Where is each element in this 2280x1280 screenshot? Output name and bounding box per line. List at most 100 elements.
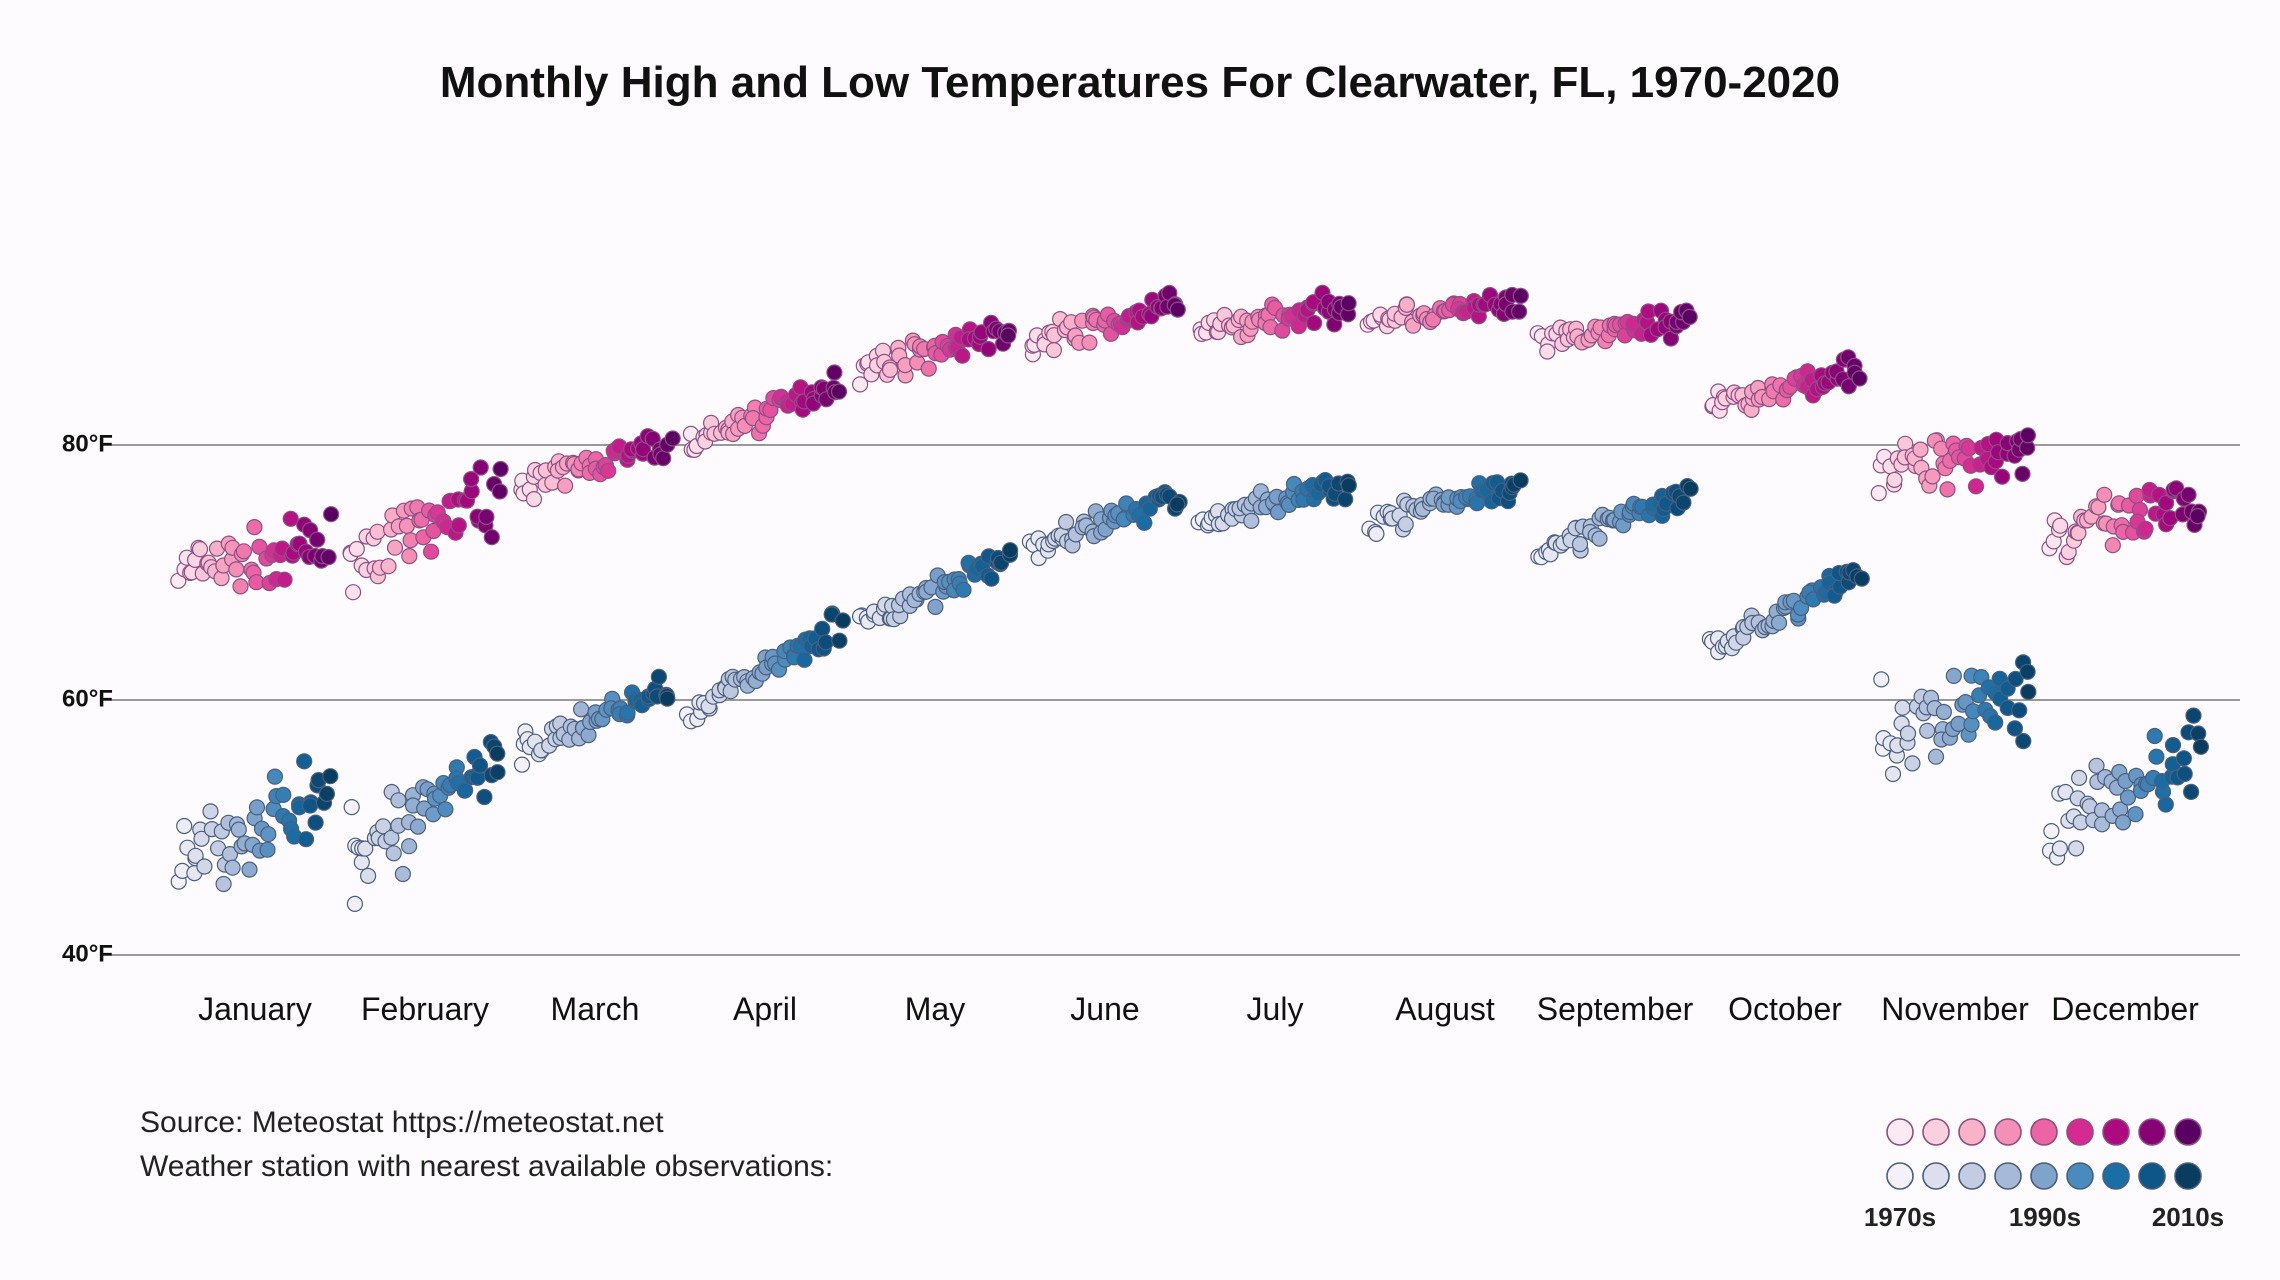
low-temp-point (1340, 477, 1357, 494)
high-temp-point (980, 341, 997, 358)
low-temp-point (187, 847, 204, 864)
x-tick-label: May (905, 991, 965, 1027)
high-temp-point (320, 548, 337, 566)
high-temp-point (2104, 537, 2121, 554)
low-temp-point (659, 690, 676, 707)
low-temp-point (259, 841, 276, 858)
low-temp-point (343, 798, 360, 816)
low-temp-point (2164, 736, 2182, 754)
y-tick-label: 40°F (62, 940, 113, 967)
high-temp-point (2180, 486, 2197, 503)
low-temp-point (796, 651, 813, 668)
high-temp-point (228, 561, 245, 578)
low-temp-point (1884, 765, 1902, 783)
high-temp-point (1993, 468, 2011, 485)
high-temp-point (2019, 427, 2037, 444)
legend-low-swatch (1886, 1162, 1914, 1190)
high-temp-point (450, 517, 467, 534)
high-temp-point (525, 491, 543, 508)
low-temp-point (1368, 525, 1385, 543)
high-temp-point (235, 543, 252, 560)
low-temp-point (296, 753, 313, 770)
high-temp-point (1305, 314, 1323, 332)
x-tick-label: January (198, 991, 312, 1027)
low-temp-point (2011, 702, 2028, 719)
high-temp-point (2052, 517, 2069, 534)
high-temp-point (309, 531, 326, 548)
low-temp-point (241, 861, 258, 878)
low-temp-point (831, 632, 848, 649)
high-temp-point (246, 518, 263, 536)
low-temp-point (302, 797, 319, 814)
low-temp-point (2157, 796, 2174, 813)
data-points (170, 284, 2209, 913)
high-temp-point (1681, 308, 1698, 325)
high-temp-point (1081, 334, 1098, 351)
legend-high-swatch (2174, 1118, 2202, 1146)
low-temp-point (2175, 750, 2192, 767)
x-tick-label: November (1881, 991, 2029, 1027)
low-temp-point (1571, 535, 1589, 553)
low-temp-point (2183, 783, 2200, 801)
low-temp-point (383, 829, 400, 846)
x-tick-label: June (1070, 991, 1139, 1027)
low-temp-point (193, 830, 210, 847)
low-temp-point (1945, 667, 1962, 685)
low-temp-point (1136, 514, 1153, 531)
high-temp-point (655, 450, 672, 467)
low-temp-point (394, 865, 411, 883)
legend-low-swatch (2030, 1162, 2058, 1190)
low-temp-point (409, 818, 427, 835)
low-temp-point (513, 756, 531, 773)
legend-low-swatch (2102, 1162, 2130, 1190)
high-temp-point (1967, 478, 1985, 495)
low-temp-point (357, 840, 374, 857)
low-temp-point (1397, 516, 1414, 533)
low-temp-point (1894, 699, 1911, 716)
high-temp-point (1886, 471, 1903, 488)
high-temp-point (1924, 468, 1941, 485)
low-temp-point (1512, 472, 1529, 489)
low-temp-point (489, 764, 506, 781)
low-temp-point (176, 817, 193, 835)
low-temp-point (2119, 789, 2137, 806)
legend-low-swatch (1922, 1162, 1950, 1190)
x-tick-label: August (1395, 991, 1495, 1027)
legend-high-swatch (2066, 1118, 2094, 1146)
low-temp-point (456, 782, 473, 799)
high-temp-point (463, 471, 480, 488)
low-temp-point (1904, 755, 1921, 772)
high-temp-point (323, 506, 340, 523)
high-temp-point (1939, 481, 1956, 498)
low-temp-point (385, 845, 402, 862)
high-temp-point (920, 360, 937, 377)
legend-label: 1990s (2009, 1202, 2081, 1232)
low-temp-point (817, 634, 834, 651)
low-temp-point (318, 785, 335, 803)
low-temp-point (2176, 765, 2193, 783)
low-temp-point (230, 821, 247, 838)
low-temp-point (297, 831, 315, 848)
low-temp-point (834, 612, 852, 629)
legend-high-swatch (2030, 1118, 2058, 1146)
high-temp-point (2189, 507, 2206, 525)
high-temp-point (1851, 370, 1868, 387)
high-temp-point (282, 510, 299, 527)
high-temp-point (369, 523, 386, 540)
low-temp-point (1963, 716, 1980, 733)
high-temp-point (1510, 303, 1528, 320)
high-temp-point (1912, 441, 1929, 458)
legend-low-swatch (2138, 1162, 2166, 1190)
low-temp-point (260, 826, 277, 843)
legend-label: 2010s (2152, 1202, 2224, 1232)
low-temp-point (1243, 512, 1260, 530)
low-temp-point (390, 792, 407, 809)
low-temp-point (1591, 530, 1608, 547)
low-temp-point (360, 867, 377, 885)
low-temp-point (1987, 714, 2004, 731)
high-temp-point (401, 547, 418, 565)
low-temp-point (2192, 738, 2209, 755)
high-temp-point (1398, 296, 1416, 313)
low-temp-point (2006, 720, 2024, 737)
